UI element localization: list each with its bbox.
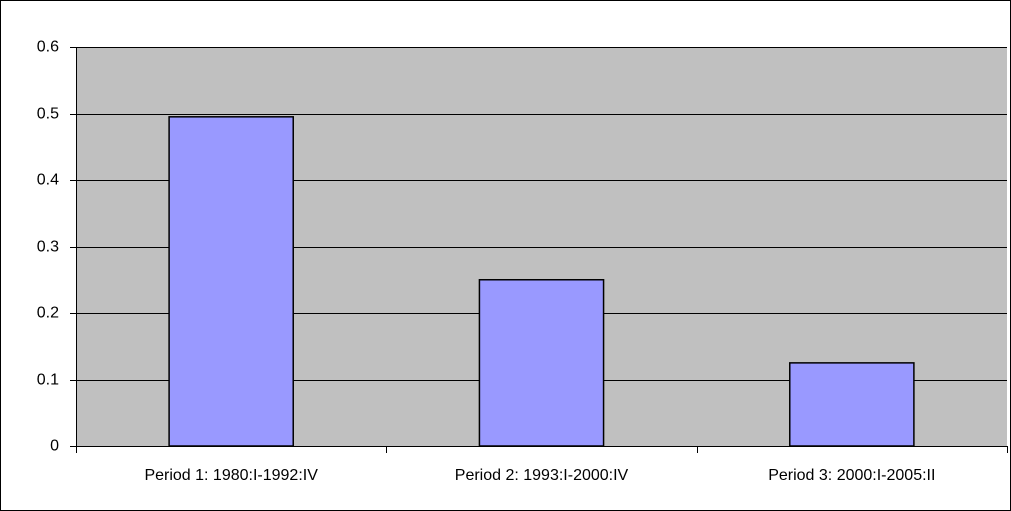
- x-tick-label: Period 1: 1980:I-1992:IV: [144, 467, 318, 484]
- bar: [789, 362, 915, 447]
- bar: [168, 116, 294, 447]
- y-tick-label: 0.3: [37, 239, 59, 256]
- bar: [478, 279, 605, 447]
- y-tick-label: 0.1: [37, 372, 59, 389]
- y-tick-label: 0: [50, 438, 59, 455]
- y-tick-label: 0.6: [37, 39, 59, 56]
- x-tick-label: Period 3: 2000:I-2005:II: [768, 467, 935, 484]
- y-tick-label: 0.2: [37, 305, 59, 322]
- y-tick-label: 0.4: [37, 172, 59, 189]
- y-tick-label: 0.5: [37, 106, 59, 123]
- x-tick-label: Period 2: 1993:I-2000:IV: [455, 467, 629, 484]
